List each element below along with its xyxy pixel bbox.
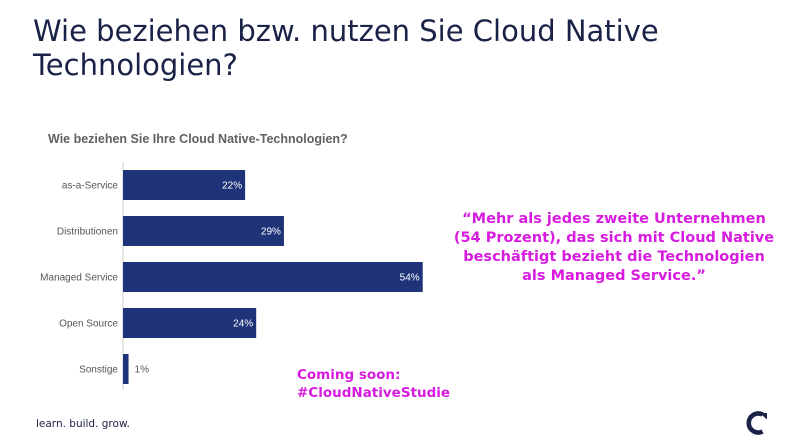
category-label-1: Distributionen <box>57 227 118 238</box>
value-label-4: 1% <box>135 365 150 376</box>
bar-1 <box>123 216 284 246</box>
value-label-3: 24% <box>233 319 253 330</box>
category-label-3: Open Source <box>59 319 118 330</box>
category-label-2: Managed Service <box>40 273 118 284</box>
category-label-4: Sonstige <box>79 365 118 376</box>
bar-2 <box>123 262 423 292</box>
category-label-0: as-a-Service <box>62 181 119 192</box>
hashtag-label: #CloudNativeStudie <box>297 385 451 401</box>
bar-0 <box>123 170 246 200</box>
coming-soon-label: Coming soon: <box>297 367 401 383</box>
quote-text: “Mehr als jedes zweite Unternehmen (54 P… <box>453 211 775 284</box>
chart-title: Wie beziehen Sie Ihre Cloud Native-Techn… <box>48 132 348 146</box>
bar-3 <box>123 308 257 338</box>
value-label-0: 22% <box>222 181 242 192</box>
value-label-2: 54% <box>400 273 420 284</box>
c-logo-icon <box>746 411 767 435</box>
slide-title: Wie beziehen bzw. nutzen Sie Cloud Nativ… <box>33 14 659 82</box>
coming-soon-note: Coming soon: #CloudNativeStudie <box>297 366 450 402</box>
tagline: learn. build. grow. <box>36 418 130 430</box>
bar-4 <box>123 354 129 384</box>
value-label-1: 29% <box>261 227 281 238</box>
bar-chart: as-a-Service 22% Distributionen 29% Managed … <box>40 162 423 390</box>
